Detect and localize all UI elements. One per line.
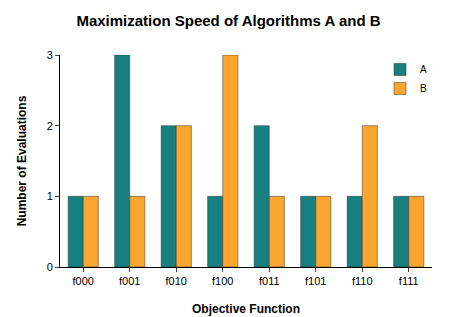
svg-text:3: 3 [47, 49, 53, 61]
svg-text:A: A [420, 64, 427, 75]
svg-text:1: 1 [47, 190, 53, 202]
svg-text:f011: f011 [259, 275, 280, 287]
svg-text:Objective Function: Objective Function [192, 302, 300, 316]
svg-text:f001: f001 [119, 275, 140, 287]
svg-text:Maximization Speed of Algorith: Maximization Speed of Algorithms A and B [76, 12, 380, 29]
svg-text:f111: f111 [399, 275, 419, 287]
svg-text:f000: f000 [73, 275, 94, 287]
svg-text:2: 2 [47, 120, 53, 132]
svg-text:f101: f101 [305, 275, 326, 287]
svg-text:f010: f010 [166, 275, 187, 287]
svg-text:0: 0 [47, 261, 53, 273]
svg-text:B: B [420, 83, 427, 94]
svg-text:f100: f100 [212, 275, 233, 287]
svg-text:Number of Evaluations: Number of Evaluations [15, 95, 29, 226]
svg-text:f110: f110 [352, 275, 373, 287]
